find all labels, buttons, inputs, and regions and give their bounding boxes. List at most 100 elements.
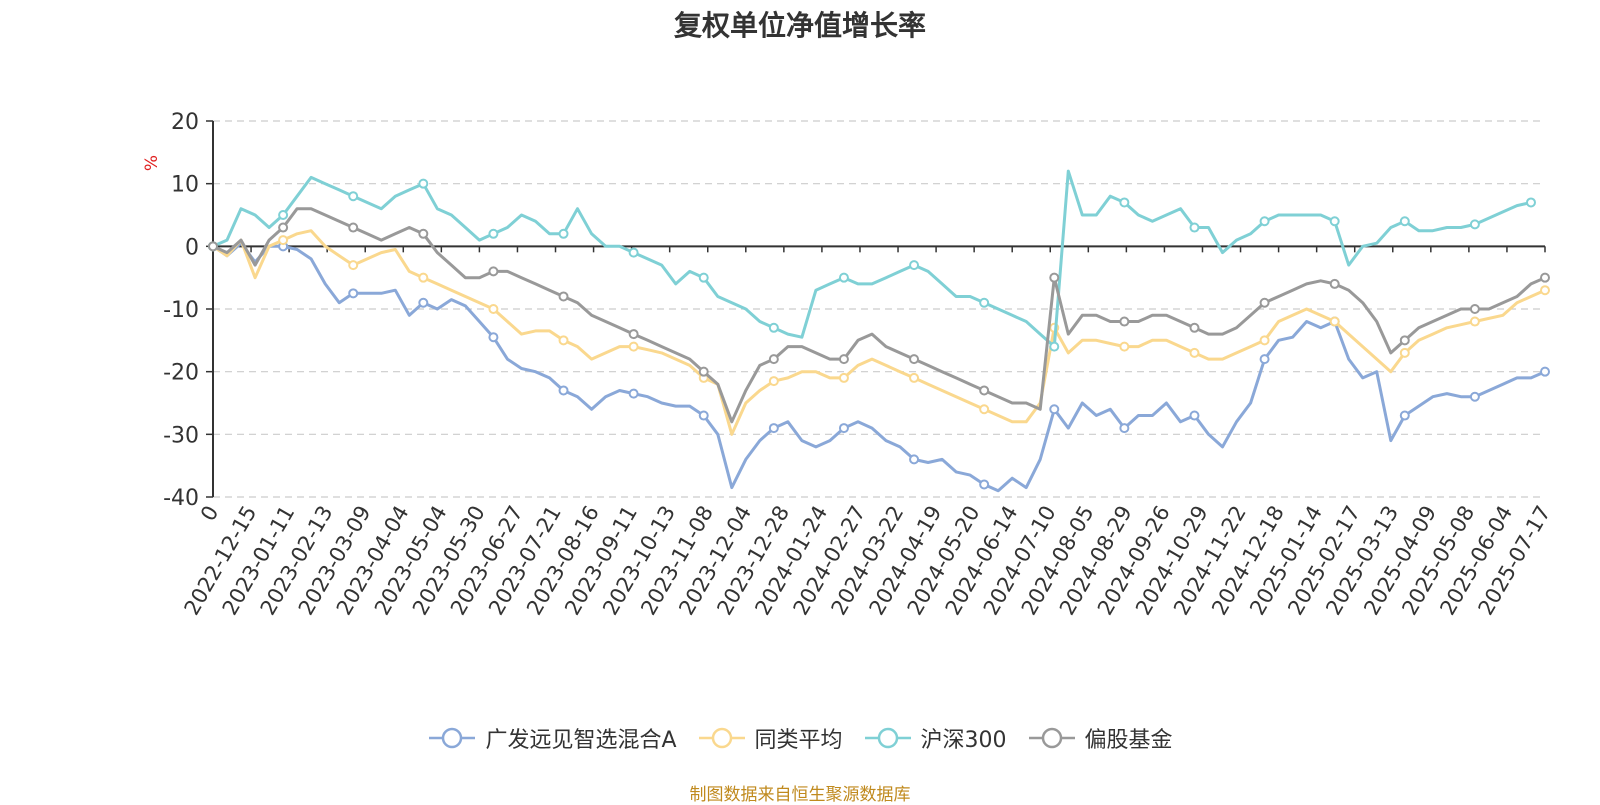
data-point — [558, 228, 569, 239]
data-point — [1119, 197, 1130, 208]
chart-title: 复权单位净值增长率 — [673, 9, 926, 42]
data-point — [698, 272, 709, 283]
data-point — [979, 385, 990, 396]
data-point — [838, 372, 849, 383]
data-point — [1469, 304, 1480, 314]
data-point — [1525, 197, 1536, 208]
series-line — [212, 207, 1546, 424]
data-point — [1049, 341, 1060, 352]
y-tick-label: -40 — [163, 486, 199, 511]
data-point — [1399, 335, 1410, 346]
y-tick-label: 0 — [185, 235, 199, 260]
data-point — [909, 260, 920, 271]
data-point — [1329, 316, 1340, 327]
data-point — [1049, 272, 1060, 283]
y-axis-label: % — [142, 155, 162, 171]
data-point — [909, 354, 920, 365]
data-point — [1259, 354, 1270, 365]
data-point — [628, 341, 639, 352]
data-point — [909, 372, 920, 383]
legend-marker-icon — [864, 727, 911, 749]
legend-item[interactable]: 同类平均 — [697, 722, 843, 754]
legend-item[interactable]: 偏股基金 — [1027, 722, 1173, 754]
legend-label: 广发远见智选混合A — [485, 728, 677, 753]
data-point — [768, 322, 779, 333]
data-point — [1189, 222, 1200, 233]
data-point — [278, 210, 289, 220]
data-point — [628, 329, 639, 340]
data-point — [558, 335, 569, 346]
data-point — [628, 388, 639, 399]
data-point — [768, 376, 779, 387]
x-tick-label: 0 — [196, 502, 223, 526]
data-point — [1119, 341, 1130, 352]
data-point — [698, 410, 709, 421]
data-point — [348, 288, 359, 299]
data-point — [1399, 410, 1410, 421]
legend-marker-icon — [429, 727, 476, 749]
data-point — [208, 241, 218, 252]
series-line — [212, 169, 1532, 349]
data-point — [628, 247, 639, 258]
data-point — [698, 366, 709, 377]
data-point — [348, 222, 359, 233]
data-point — [278, 222, 289, 233]
legend-item[interactable]: 广发远见智选混合A — [427, 722, 677, 754]
data-point — [909, 454, 920, 465]
data-point — [1259, 216, 1270, 227]
series-line — [212, 241, 1546, 493]
source-note: 制图数据来自恒生聚源数据库 — [689, 785, 911, 805]
data-point — [1259, 297, 1270, 308]
data-point — [838, 272, 849, 283]
data-point — [1540, 285, 1550, 296]
data-point — [348, 191, 359, 202]
data-point — [838, 354, 849, 365]
legend-label: 偏股基金 — [1084, 728, 1173, 753]
data-point — [768, 354, 779, 365]
data-point — [1469, 316, 1480, 327]
data-point — [1189, 347, 1200, 358]
series-line — [212, 229, 1546, 436]
data-point — [488, 304, 499, 314]
data-point — [558, 385, 569, 396]
data-point — [1399, 347, 1410, 358]
data-point — [1259, 335, 1270, 346]
data-point — [488, 332, 499, 343]
series-3 — [208, 207, 1550, 424]
data-point — [979, 297, 990, 308]
y-tick-label: -30 — [163, 423, 199, 448]
y-tick-label: -10 — [163, 298, 199, 323]
data-point — [418, 228, 429, 239]
legend-label: 沪深300 — [920, 728, 1007, 753]
data-point — [1540, 272, 1550, 283]
data-point — [558, 291, 569, 302]
data-point — [1049, 404, 1060, 415]
data-point — [1329, 216, 1340, 227]
legend-marker-icon — [1028, 727, 1075, 749]
data-point — [979, 479, 990, 490]
legend-marker-icon — [698, 727, 745, 749]
data-point — [768, 423, 779, 434]
y-tick-label: 20 — [171, 110, 199, 135]
data-point — [418, 178, 429, 189]
data-point — [1119, 316, 1130, 327]
data-point — [418, 297, 429, 308]
data-point — [1469, 219, 1480, 230]
data-point — [1540, 366, 1550, 377]
data-point — [348, 260, 359, 271]
y-tick-label: -20 — [163, 361, 199, 386]
legend-label: 同类平均 — [754, 728, 843, 753]
data-point — [1189, 410, 1200, 421]
data-point — [278, 235, 289, 246]
data-point — [838, 423, 849, 434]
data-point — [1119, 423, 1130, 434]
data-point — [488, 266, 499, 277]
legend-item[interactable]: 沪深300 — [863, 722, 1007, 754]
data-point — [979, 404, 990, 415]
data-point — [488, 228, 499, 239]
data-point — [1469, 391, 1480, 402]
data-point — [1189, 322, 1200, 333]
y-tick-label: 10 — [171, 173, 199, 198]
data-point — [1329, 278, 1340, 289]
